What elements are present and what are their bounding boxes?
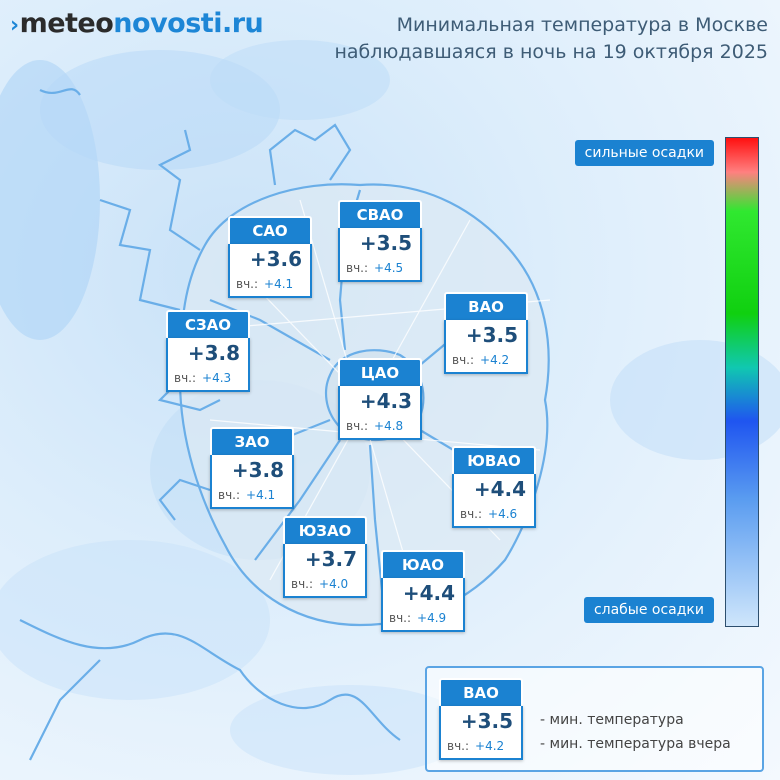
prev-temp: +4.0 xyxy=(319,577,349,591)
precipitation-patches xyxy=(0,40,780,775)
prev-temp: +4.3 xyxy=(202,371,232,385)
district-name: ВАО xyxy=(439,678,523,706)
district-temp: +3.5 xyxy=(359,231,412,255)
logo-part-2: novosti.ru xyxy=(113,8,264,39)
prev-temp: +4.6 xyxy=(488,507,518,521)
prev-label: вч.: xyxy=(346,419,369,433)
prev-temp: +4.9 xyxy=(417,611,447,625)
legend-box: ВАО +3.5 вч.: +4.2 - мин. температура - м… xyxy=(425,666,764,772)
district-name: САО xyxy=(228,216,312,244)
prev-label: вч.: xyxy=(218,488,241,502)
district-name: ЮЗАО xyxy=(283,516,367,544)
title-line-1: Минимальная температура в Москве xyxy=(396,14,768,36)
district-name: ЮВАО xyxy=(452,446,536,474)
district-name: СВАО xyxy=(338,200,422,228)
prev-temp: +4.1 xyxy=(246,488,276,502)
site-logo: ›meteonovosti.ru xyxy=(10,8,264,39)
district-name: ЗАО xyxy=(210,427,294,455)
prev-temp: +4.2 xyxy=(475,739,505,753)
prev-label: вч.: xyxy=(447,739,470,753)
prev-label: вч.: xyxy=(389,611,412,625)
prev-label: вч.: xyxy=(460,507,483,521)
logo-chevron-icon: › xyxy=(10,13,19,38)
district-card-sao: САО +3.6 вч.: +4.1 xyxy=(228,216,312,298)
scale-label-light: слабые осадки xyxy=(583,597,714,623)
page-title: Минимальная температура в Москве наблюда… xyxy=(334,12,768,66)
district-card-yuvao: ЮВАО +4.4 вч.: +4.6 xyxy=(452,446,536,528)
legend-prev-temp-text: - мин. температура вчера xyxy=(540,736,731,752)
district-temp: +3.5 xyxy=(460,709,513,733)
district-card-zao: ЗАО +3.8 вч.: +4.1 xyxy=(210,427,294,509)
prev-label: вч.: xyxy=(236,277,259,291)
district-card-yuao: ЮАО +4.4 вч.: +4.9 xyxy=(381,550,465,632)
district-name: ВАО xyxy=(444,292,528,320)
prev-label: вч.: xyxy=(174,371,197,385)
district-temp: +3.8 xyxy=(231,458,284,482)
district-temp: +3.7 xyxy=(304,547,357,571)
district-boundaries xyxy=(19,88,550,761)
district-name: ЮАО xyxy=(381,550,465,578)
district-card-cao: ЦАО +4.3 вч.: +4.8 xyxy=(338,358,422,440)
prev-temp: +4.2 xyxy=(480,353,510,367)
district-temp: +3.8 xyxy=(187,341,240,365)
district-temp: +4.3 xyxy=(359,389,412,413)
prev-temp: +4.8 xyxy=(374,419,404,433)
district-temp: +3.6 xyxy=(249,247,302,271)
prev-temp: +4.1 xyxy=(264,277,294,291)
title-line-2: наблюдавшаяся в ночь на 19 октября 2025 xyxy=(334,41,768,63)
district-card-svao: СВАО +3.5 вч.: +4.5 xyxy=(338,200,422,282)
precipitation-color-scale xyxy=(725,137,759,627)
district-name: ЦАО xyxy=(338,358,422,386)
district-temp: +4.4 xyxy=(402,581,455,605)
prev-temp: +4.5 xyxy=(374,261,404,275)
prev-label: вч.: xyxy=(291,577,314,591)
district-card-vao: ВАО +3.5 вч.: +4.2 xyxy=(444,292,528,374)
scale-label-heavy: сильные осадки xyxy=(574,140,714,166)
logo-part-1: meteo xyxy=(19,8,114,39)
district-card-yuzao: ЮЗАО +3.7 вч.: +4.0 xyxy=(283,516,367,598)
district-temp: +3.5 xyxy=(465,323,518,347)
legend-min-temp-text: - мин. температура xyxy=(540,712,684,728)
prev-label: вч.: xyxy=(452,353,475,367)
district-temp: +4.4 xyxy=(473,477,526,501)
prev-label: вч.: xyxy=(346,261,369,275)
district-name: СЗАО xyxy=(166,310,250,338)
legend-sample-card: ВАО +3.5 вч.: +4.2 xyxy=(439,678,523,760)
district-card-szao: СЗАО +3.8 вч.: +4.3 xyxy=(166,310,250,392)
